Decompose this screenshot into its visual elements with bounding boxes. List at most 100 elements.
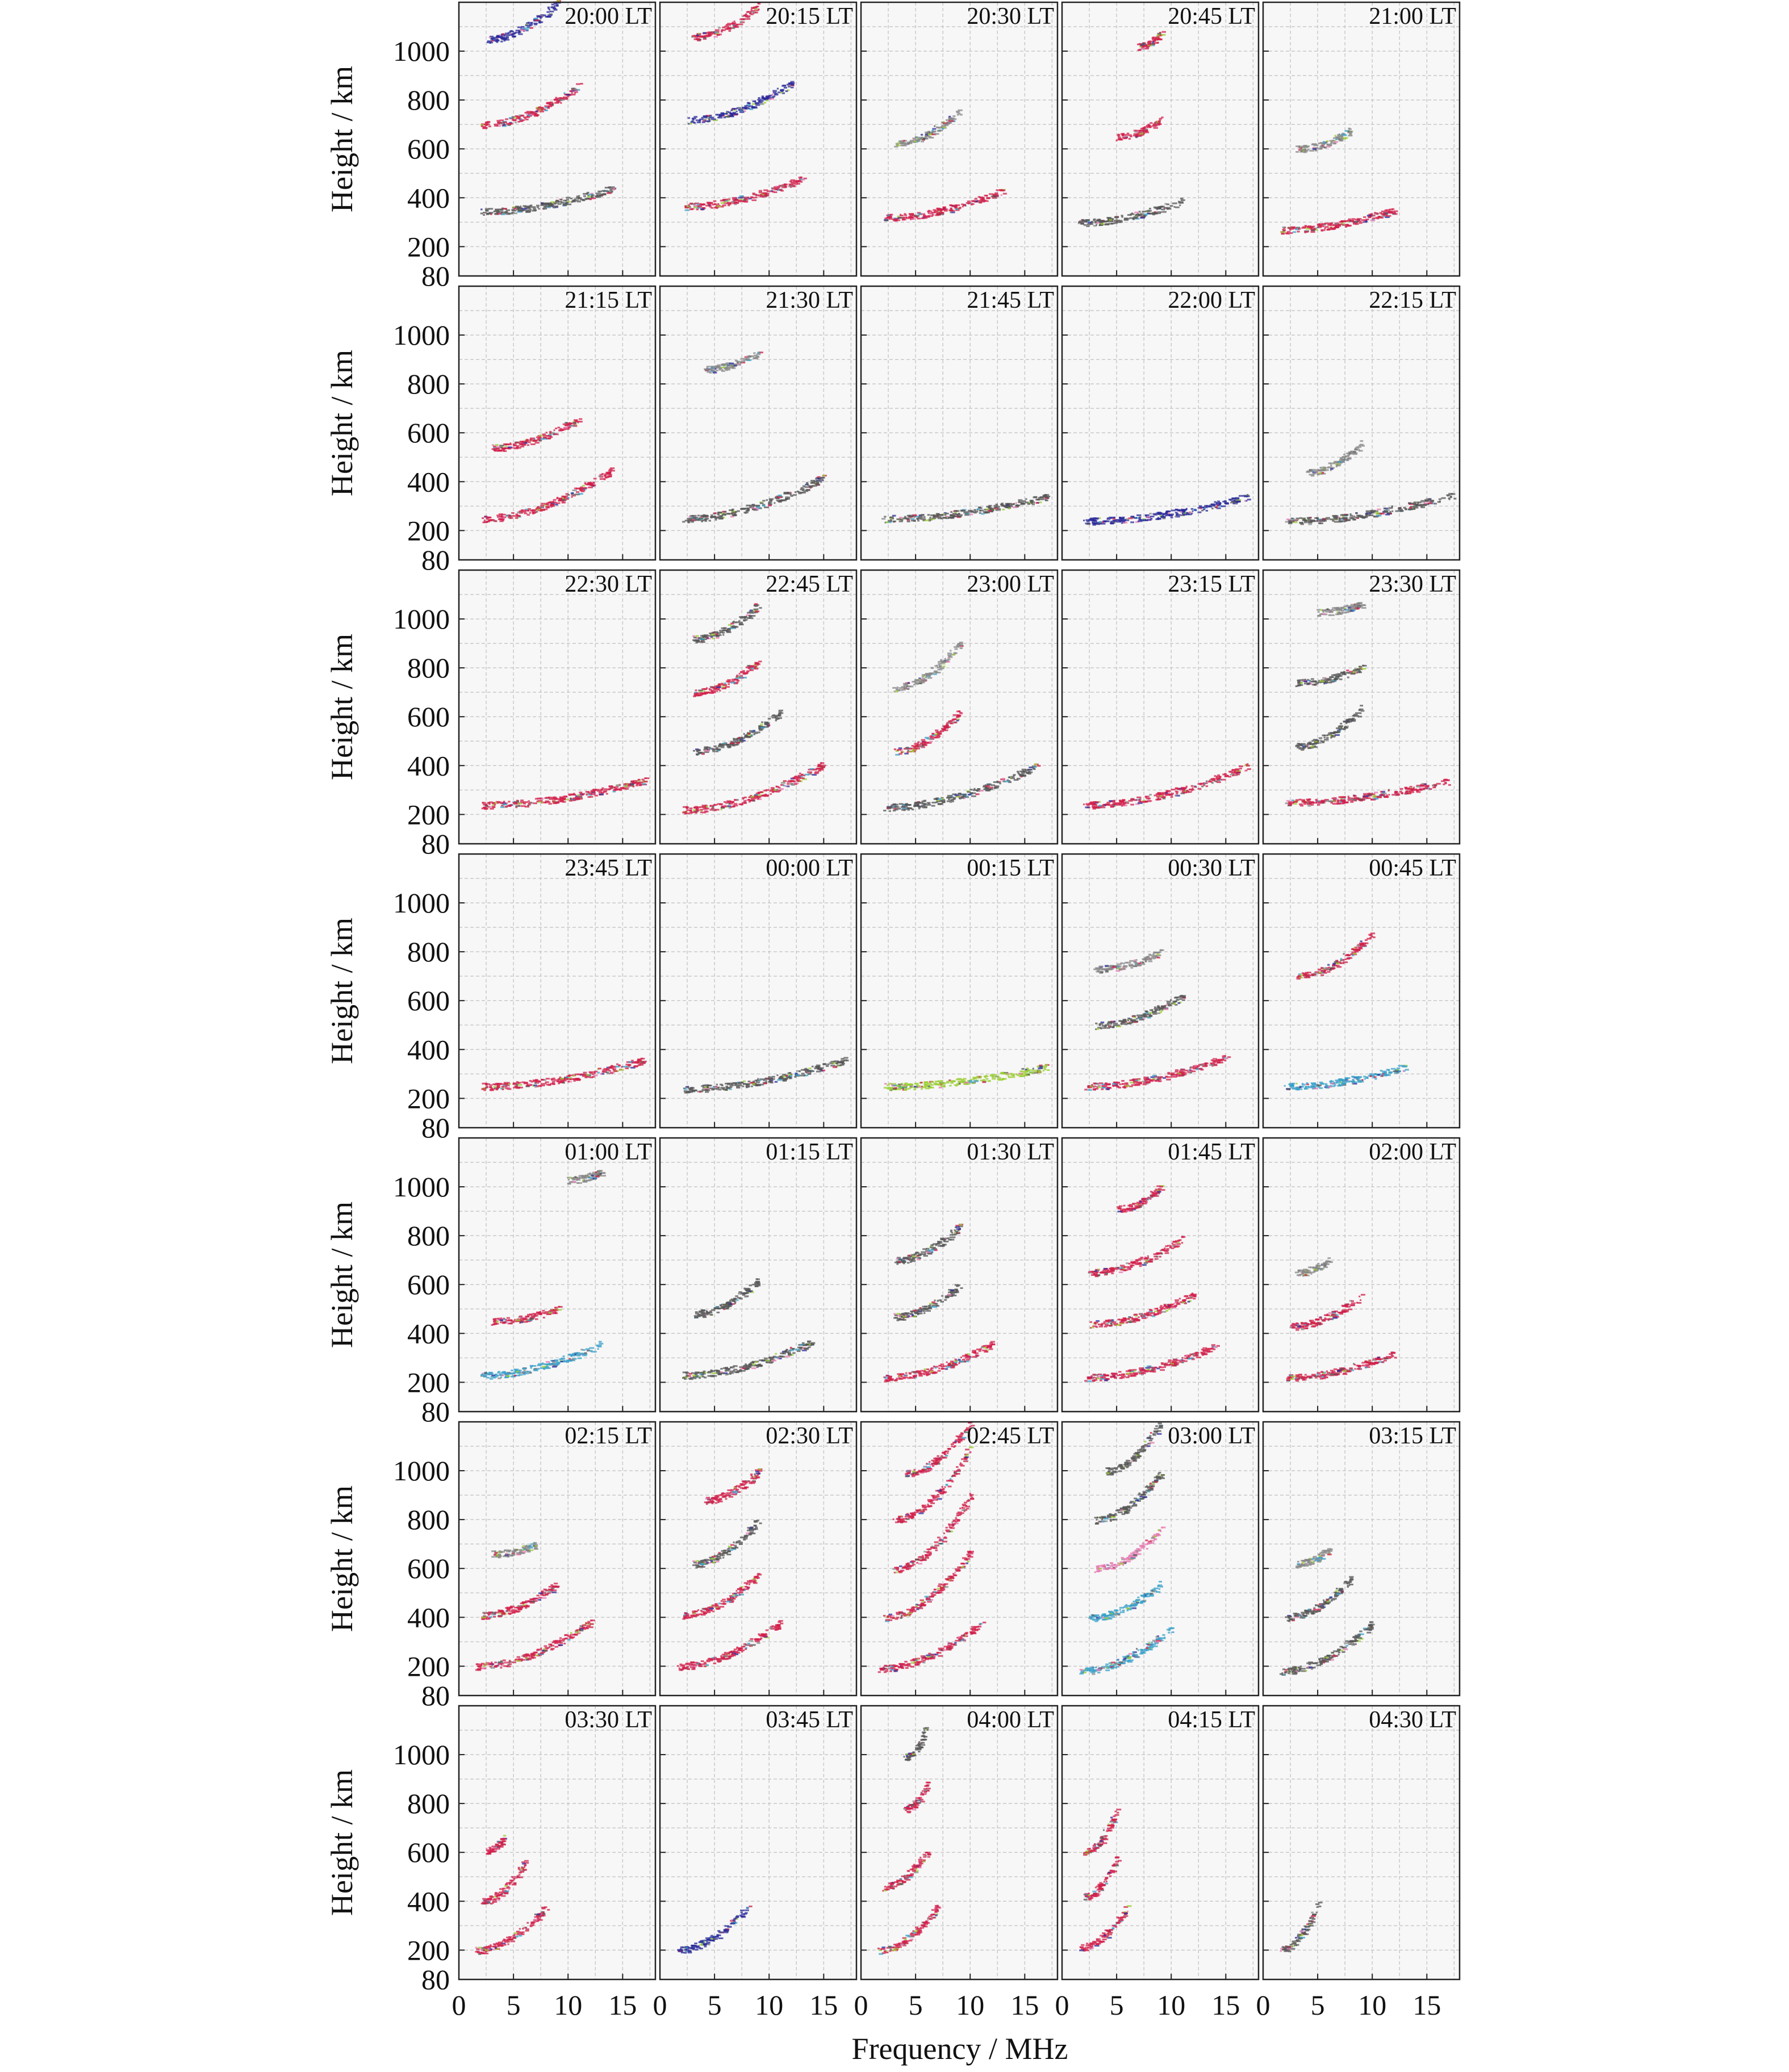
echo-point xyxy=(508,212,513,215)
echo-point xyxy=(1083,224,1086,226)
echo-point xyxy=(793,782,799,784)
echo-point xyxy=(540,504,545,507)
echo-point xyxy=(757,2,759,5)
echo-point xyxy=(576,487,581,489)
echo-point xyxy=(820,767,824,769)
echo-point xyxy=(740,671,745,673)
echo-point xyxy=(963,204,966,206)
echo-point xyxy=(1364,220,1368,223)
echo-point xyxy=(937,514,939,517)
echo-point xyxy=(766,98,768,100)
echo-point xyxy=(489,801,493,803)
echo-point xyxy=(709,809,713,811)
echo-point xyxy=(729,362,734,365)
echo-point xyxy=(1394,210,1398,212)
echo-point xyxy=(1122,133,1124,135)
echo-point xyxy=(1340,461,1345,463)
echo-point xyxy=(816,768,822,769)
echo-point xyxy=(937,803,941,805)
echo-point xyxy=(901,519,904,521)
echo-point xyxy=(551,3,554,6)
echo-point xyxy=(733,805,738,807)
echo-point xyxy=(752,107,758,109)
echo-point xyxy=(509,516,512,518)
echo-point xyxy=(507,124,511,126)
echo-point xyxy=(766,724,769,726)
echo-point xyxy=(913,805,917,807)
echo-point xyxy=(796,776,801,778)
echo-point xyxy=(593,478,597,480)
echo-point xyxy=(607,472,611,474)
echo-point xyxy=(727,198,731,200)
echo-point xyxy=(491,444,495,446)
echo-point xyxy=(772,714,775,716)
echo-point xyxy=(726,746,732,748)
echo-point xyxy=(931,801,937,803)
echo-point xyxy=(954,204,958,207)
echo-point xyxy=(577,421,579,424)
echo-point xyxy=(537,106,542,108)
echo-point xyxy=(565,798,569,801)
echo-point xyxy=(754,667,756,669)
echo-point xyxy=(803,177,807,179)
echo-point xyxy=(759,195,764,198)
echo-point xyxy=(713,36,718,38)
echo-point xyxy=(1245,500,1248,502)
echo-point xyxy=(760,723,763,726)
echo-point xyxy=(756,663,760,665)
echo-point xyxy=(483,803,488,806)
echo-point xyxy=(711,635,716,637)
echo-point xyxy=(766,99,768,102)
echo-point xyxy=(541,202,543,204)
echo-point xyxy=(1218,505,1222,507)
echo-point xyxy=(744,200,749,203)
echo-point xyxy=(529,27,533,29)
echo-point xyxy=(589,483,593,485)
echo-point xyxy=(739,195,744,197)
echo-point xyxy=(1301,517,1306,520)
echo-point xyxy=(753,357,755,359)
echo-point xyxy=(1324,223,1329,225)
echo-point xyxy=(708,520,711,522)
echo-point xyxy=(780,91,783,94)
echo-point xyxy=(716,367,720,369)
echo-point xyxy=(1282,229,1284,231)
echo-point xyxy=(716,750,719,752)
echo-point xyxy=(593,792,596,794)
echo-point xyxy=(753,505,756,507)
echo-point xyxy=(717,803,721,805)
panel-time-label: 20:30 LT xyxy=(967,3,1054,30)
echo-point xyxy=(913,140,917,143)
echo-point xyxy=(725,362,731,365)
panel-frame xyxy=(659,569,858,845)
echo-point xyxy=(1085,220,1090,223)
echo-point xyxy=(601,473,604,475)
echo-point xyxy=(788,492,792,495)
echo-point xyxy=(1309,517,1311,519)
echo-point xyxy=(933,514,936,516)
echo-point xyxy=(1335,226,1340,228)
echo-point xyxy=(557,798,562,800)
echo-point xyxy=(502,38,505,40)
echo-point xyxy=(817,478,821,480)
echo-point xyxy=(753,352,756,354)
echo-point xyxy=(808,485,813,487)
echo-point xyxy=(691,514,697,517)
echo-point xyxy=(1080,223,1084,225)
panel-frame xyxy=(659,285,858,561)
echo-point xyxy=(553,429,555,432)
y-tick-label: 600 xyxy=(407,133,450,165)
echo-point xyxy=(614,788,618,790)
echo-point xyxy=(1285,521,1289,523)
echo-point xyxy=(1385,212,1389,215)
echo-point xyxy=(977,788,981,790)
echo-point xyxy=(1363,216,1366,218)
echo-point xyxy=(1032,501,1035,504)
echo-point xyxy=(901,143,904,145)
echo-point xyxy=(1334,521,1339,523)
echo-point xyxy=(720,809,722,811)
echo-point xyxy=(713,687,717,689)
echo-point xyxy=(705,518,708,521)
echo-point xyxy=(563,496,566,498)
echo-point xyxy=(1348,451,1352,453)
